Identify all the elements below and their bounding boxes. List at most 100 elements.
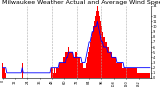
Bar (126, 68, 127, 78)
Bar (62, 63, 63, 78)
Bar (89, 47, 90, 78)
Bar (59, 63, 60, 78)
Bar (122, 68, 123, 78)
Bar (79, 57, 80, 78)
Bar (137, 73, 138, 78)
Bar (61, 63, 62, 78)
Bar (81, 63, 82, 78)
Bar (145, 73, 146, 78)
Bar (110, 52, 111, 78)
Bar (97, 6, 98, 78)
Bar (3, 68, 4, 78)
Bar (106, 42, 107, 78)
Bar (82, 63, 84, 78)
Bar (102, 32, 103, 78)
Bar (75, 52, 76, 78)
Bar (123, 68, 124, 78)
Bar (60, 63, 61, 78)
Bar (144, 73, 145, 78)
Bar (78, 57, 79, 78)
Bar (99, 16, 100, 78)
Bar (143, 73, 144, 78)
Bar (135, 68, 136, 78)
Bar (131, 68, 132, 78)
Bar (80, 63, 81, 78)
Bar (87, 57, 88, 78)
Bar (53, 73, 54, 78)
Bar (107, 47, 108, 78)
Bar (65, 52, 66, 78)
Bar (96, 11, 97, 78)
Bar (67, 52, 68, 78)
Bar (104, 37, 105, 78)
Bar (142, 73, 143, 78)
Bar (72, 52, 73, 78)
Bar (56, 68, 57, 78)
Bar (139, 73, 140, 78)
Bar (146, 73, 147, 78)
Bar (138, 73, 139, 78)
Bar (141, 73, 142, 78)
Bar (127, 68, 128, 78)
Bar (124, 68, 125, 78)
Bar (91, 37, 92, 78)
Bar (95, 16, 96, 78)
Bar (2, 63, 3, 78)
Bar (115, 57, 116, 78)
Bar (116, 63, 117, 78)
Bar (114, 57, 115, 78)
Bar (129, 68, 130, 78)
Bar (52, 68, 53, 78)
Bar (149, 73, 150, 78)
Bar (88, 52, 89, 78)
Bar (4, 68, 5, 78)
Bar (73, 57, 74, 78)
Bar (113, 57, 114, 78)
Bar (84, 68, 86, 78)
Bar (105, 42, 106, 78)
Bar (76, 52, 77, 78)
Bar (103, 37, 104, 78)
Bar (136, 68, 137, 78)
Bar (5, 73, 6, 78)
Bar (86, 63, 87, 78)
Bar (93, 26, 94, 78)
Bar (134, 68, 135, 78)
Bar (130, 68, 131, 78)
Bar (140, 73, 141, 78)
Bar (112, 57, 113, 78)
Bar (101, 26, 102, 78)
Text: Milwaukee Weather Actual and Average Wind Speed by Minute mph (Last 24 Hours): Milwaukee Weather Actual and Average Win… (2, 1, 160, 5)
Bar (109, 52, 110, 78)
Bar (125, 68, 126, 78)
Bar (69, 52, 70, 78)
Bar (100, 21, 101, 78)
Bar (66, 52, 67, 78)
Bar (64, 57, 65, 78)
Bar (68, 47, 69, 78)
Bar (58, 68, 59, 78)
Bar (22, 63, 23, 78)
Bar (148, 73, 149, 78)
Bar (117, 63, 118, 78)
Bar (133, 68, 134, 78)
Bar (57, 68, 58, 78)
Bar (54, 68, 55, 78)
Bar (51, 68, 52, 78)
Bar (108, 47, 109, 78)
Bar (90, 42, 91, 78)
Bar (70, 52, 71, 78)
Bar (118, 63, 120, 78)
Bar (147, 73, 148, 78)
Bar (55, 73, 56, 78)
Bar (111, 52, 112, 78)
Bar (128, 68, 129, 78)
Bar (98, 11, 99, 78)
Bar (63, 57, 64, 78)
Bar (77, 57, 78, 78)
Bar (132, 68, 133, 78)
Bar (74, 57, 75, 78)
Bar (92, 32, 93, 78)
Bar (120, 63, 122, 78)
Bar (71, 52, 72, 78)
